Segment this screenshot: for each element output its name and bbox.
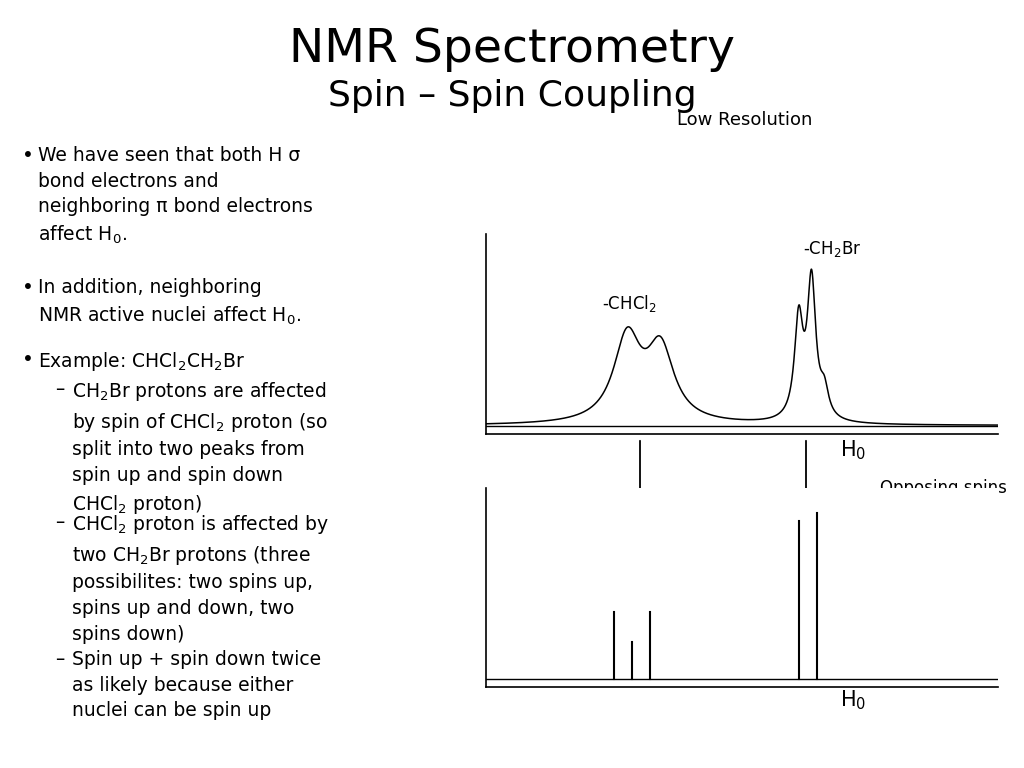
Text: We have seen that both H σ
bond electrons and
neighboring π bond electrons
affec: We have seen that both H σ bond electron…: [38, 146, 313, 247]
Text: –: –: [55, 513, 65, 532]
Text: Opposing spins: Opposing spins: [821, 479, 1007, 498]
Text: -CHCl$_2$: -CHCl$_2$: [602, 293, 657, 314]
Text: Low Resolution: Low Resolution: [677, 111, 813, 129]
Text: –: –: [55, 380, 65, 399]
Text: H$_0$: H$_0$: [840, 688, 866, 712]
Text: H$_0$: H$_0$: [840, 439, 866, 462]
Text: •: •: [22, 146, 34, 165]
Text: NMR Spectrometry: NMR Spectrometry: [289, 28, 735, 72]
Text: CHCl$_2$ proton is affected by
two CH$_2$Br protons (three
possibilites: two spi: CHCl$_2$ proton is affected by two CH$_2…: [72, 513, 329, 644]
Text: Spin up + spin down twice
as likely because either
nuclei can be spin up: Spin up + spin down twice as likely beca…: [72, 650, 322, 720]
Text: CH$_2$Br protons are affected
by spin of CHCl$_2$ proton (so
split into two peak: CH$_2$Br protons are affected by spin of…: [72, 380, 328, 516]
Text: Spin – Spin Coupling: Spin – Spin Coupling: [328, 79, 696, 113]
Text: Example: CHCl$_2$CH$_2$Br: Example: CHCl$_2$CH$_2$Br: [38, 350, 245, 373]
Text: •: •: [22, 350, 34, 369]
Text: -CH$_2$Br: -CH$_2$Br: [803, 239, 861, 260]
Text: In addition, neighboring
NMR active nuclei affect H$_0$.: In addition, neighboring NMR active nucl…: [38, 278, 301, 327]
Text: –: –: [55, 650, 65, 669]
Text: •: •: [22, 278, 34, 297]
